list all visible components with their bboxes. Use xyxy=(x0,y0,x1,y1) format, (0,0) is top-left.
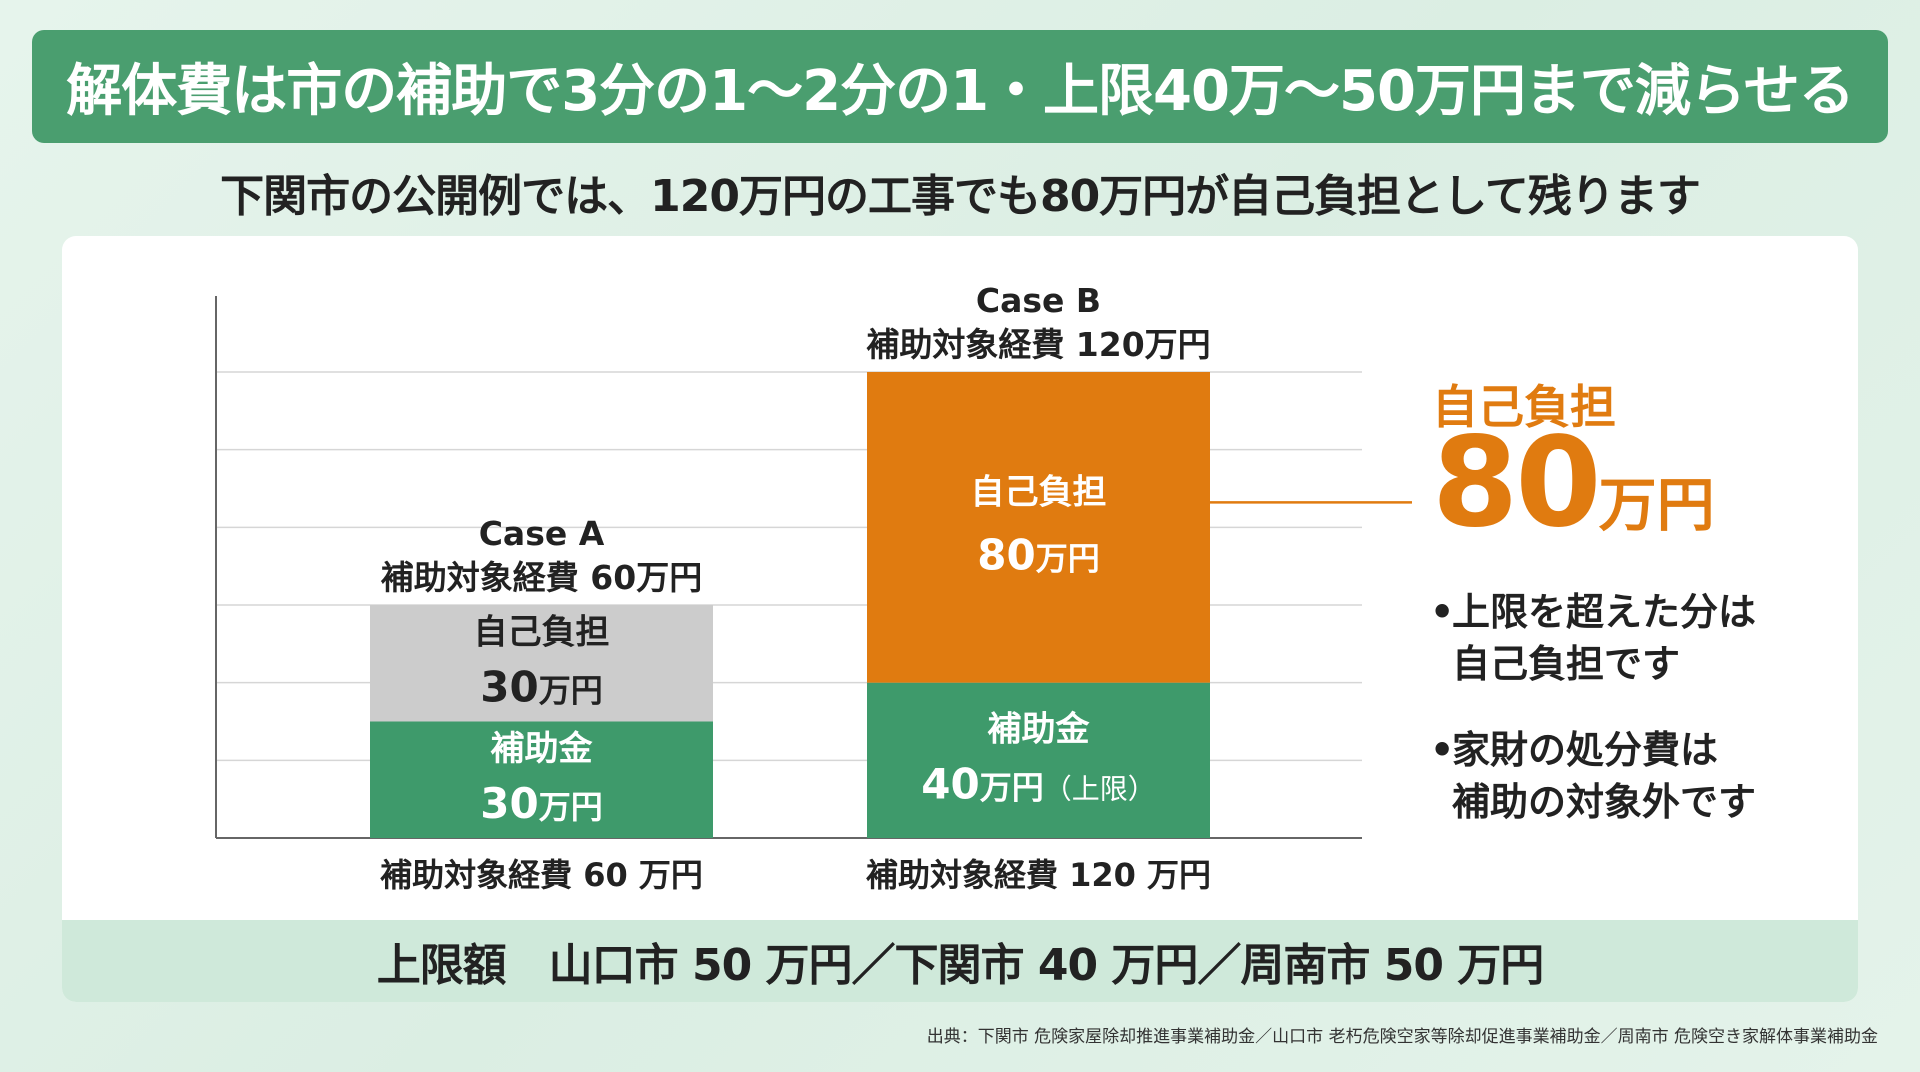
segment-label: 自己負担 xyxy=(474,612,610,652)
bar-self-pay xyxy=(370,605,713,722)
segment-label: 補助金 xyxy=(988,709,1091,749)
note-line: 家財の処分費は xyxy=(1452,728,1719,772)
callout-number: 80 xyxy=(1432,411,1602,555)
bullet-icon: • xyxy=(1430,590,1455,634)
chart-panel: 補助金 30万円 自己負担 30万円 Case A 補助対象経費 60万円 補助対象経費 6… xyxy=(62,236,1858,1002)
bar-subsidy xyxy=(867,682,1210,838)
bar-top-label: 補助対象経費 120万円 xyxy=(866,325,1210,364)
cap-summary-bar: 上限額 山口市 50 万円／下関市 40 万円／周南市 50 万円 xyxy=(62,920,1858,1002)
callout-unit: 万円 xyxy=(1598,471,1715,539)
note-line: 補助の対象外です xyxy=(1452,780,1757,824)
note-item: •家財の処分費は 補助の対象外です xyxy=(1430,724,1756,828)
page-title: 解体費は市の補助で3分の1〜2分の1・上限40万〜50万円まで減らせる xyxy=(66,59,1855,124)
x-tick-label: 補助対象経費 120 万円 xyxy=(866,856,1211,894)
segment-value: 30万円 xyxy=(480,779,602,828)
note-item: •上限を超えた分は 自己負担です xyxy=(1430,586,1756,690)
note-line: 自己負担です xyxy=(1452,642,1681,686)
bar-self-pay xyxy=(867,372,1210,683)
callout-label: 自己負担 xyxy=(1432,380,1616,434)
bar-subsidy xyxy=(370,721,713,838)
page-subtitle: 下関市の公開例では、120万円の工事でも80万円が自己負担として残ります xyxy=(220,171,1701,222)
segment-label: 自己負担 xyxy=(971,472,1107,512)
title-banner: 解体費は市の補助で3分の1〜2分の1・上限40万〜50万円まで減らせる xyxy=(32,30,1888,143)
callout-amount: 80万円 xyxy=(1432,421,1715,545)
segment-value: 30万円 xyxy=(480,662,602,711)
segment-value: 40万円（上限） xyxy=(921,759,1155,808)
bar-top-label: 補助対象経費 60万円 xyxy=(381,558,702,597)
segment-label: 補助金 xyxy=(491,729,594,769)
segment-value: 80万円 xyxy=(977,530,1099,579)
note-line: 上限を超えた分は xyxy=(1452,590,1757,634)
cap-summary-text: 上限額 山口市 50 万円／下関市 40 万円／周南市 50 万円 xyxy=(376,940,1545,991)
bullet-icon: • xyxy=(1430,728,1455,772)
case-label: Case A xyxy=(479,514,605,553)
x-tick-label: 補助対象経費 60 万円 xyxy=(380,856,703,894)
case-label: Case B xyxy=(976,281,1101,320)
source-note: 出典：下関市 危険家屋除却推進事業補助金／山口市 老朽危険空家等除却促進事業補助… xyxy=(926,1027,1878,1047)
